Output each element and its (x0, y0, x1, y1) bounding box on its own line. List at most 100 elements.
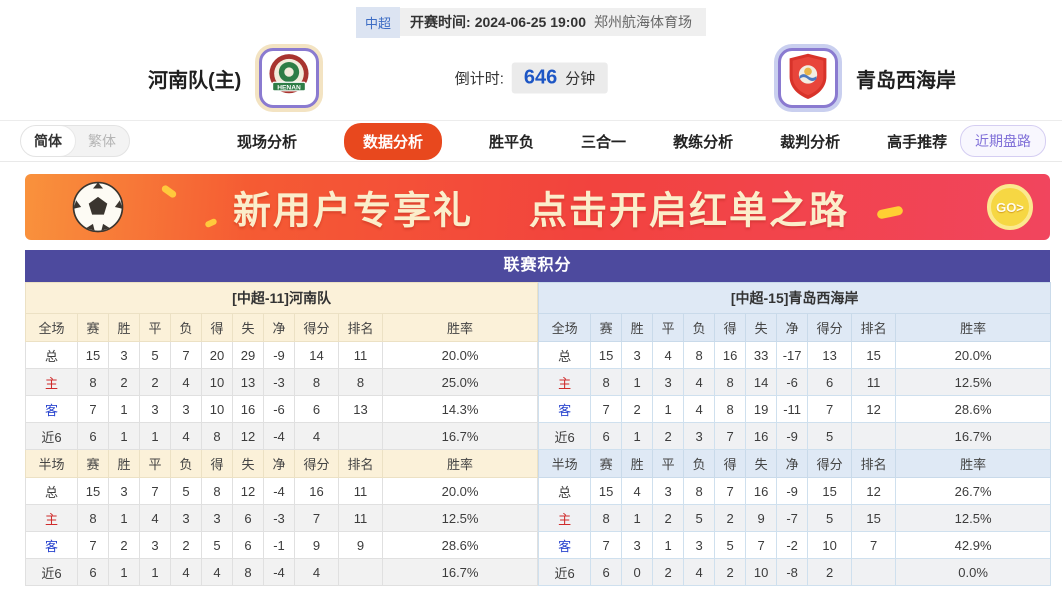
stat-cell: -6 (776, 368, 809, 396)
column-header: 赛 (77, 313, 109, 342)
stat-cell: 25.0% (381, 368, 539, 396)
home-team: 河南队(主) HENAN (148, 48, 320, 108)
stat-cell: 4 (683, 395, 716, 423)
stat-cell: 20.0% (381, 341, 539, 369)
stat-cell: 5 (201, 531, 233, 559)
stat-cell: -11 (776, 395, 809, 423)
stat-cell: 3 (170, 395, 202, 423)
stat-cell: 13 (232, 368, 264, 396)
stat-cell: -2 (776, 531, 809, 559)
stat-cell: 1 (108, 558, 140, 586)
scope-cell: 近6 (538, 558, 592, 586)
banner-title: 新用户专享礼 点击开启红单之路 (233, 190, 850, 233)
scope-cell: 总 (25, 477, 78, 505)
tab-live-analysis[interactable]: 现场分析 (237, 133, 298, 151)
column-header: 胜 (621, 313, 654, 342)
stat-cell: 1 (621, 504, 654, 532)
stat-cell: -9 (776, 477, 809, 505)
scope-cell: 近6 (25, 558, 78, 586)
tab-data-analysis[interactable]: 数据分析 (344, 122, 443, 160)
stat-cell: 4 (621, 477, 654, 505)
language-toggle: 简体 繁体 (20, 125, 130, 157)
column-header: 得分 (294, 449, 339, 478)
stat-cell: 10 (745, 558, 778, 586)
league-badge[interactable]: 中超 (356, 6, 401, 38)
stat-cell: 7 (807, 395, 853, 423)
home-full-row: 总 15 3 5 7 20 29 -9 14 11 20.0% (25, 341, 539, 369)
stat-cell: 12.5% (895, 504, 1052, 532)
henan-badge-icon: HENAN (264, 51, 314, 106)
tab-coach-analysis[interactable]: 教练分析 (673, 133, 734, 151)
column-header: 赛 (590, 313, 623, 342)
stat-cell: 7 (851, 531, 897, 559)
stat-cell: 8 (77, 368, 109, 396)
stat-cell: 8 (714, 368, 747, 396)
countdown: 倒计时: 646 分钟 (455, 62, 608, 94)
away-full-row: 客 7 2 1 4 8 19 -11 7 12 28.6% (538, 395, 1052, 423)
stat-cell: 16 (294, 477, 339, 505)
column-header: 平 (139, 313, 171, 342)
stat-cell (851, 558, 897, 586)
stat-cell: 15 (77, 477, 109, 505)
away-team-name: 青岛西海岸 (856, 69, 956, 92)
stat-cell: -6 (263, 395, 295, 423)
column-header: 得 (714, 449, 747, 478)
stat-cell: 7 (714, 477, 747, 505)
away-team-logo[interactable] (778, 48, 838, 108)
stat-cell: 15 (590, 477, 623, 505)
column-header: 负 (170, 313, 202, 342)
tab-win-draw-loss[interactable]: 胜平负 (489, 133, 535, 151)
home-team-logo[interactable]: HENAN (259, 48, 320, 108)
away-team: 青岛西海岸 (778, 48, 956, 108)
stat-cell: 16.7% (381, 558, 539, 586)
stat-cell: 3 (201, 504, 233, 532)
tab-three-in-one[interactable]: 三合一 (581, 133, 627, 151)
stat-cell: 28.6% (381, 531, 539, 559)
stat-cell: 4 (294, 558, 339, 586)
scope-cell: 总 (538, 341, 592, 369)
stat-cell: 12 (232, 477, 264, 505)
stat-cell: 29 (232, 341, 264, 369)
stat-cell: 2 (652, 558, 685, 586)
column-header: 胜率 (381, 449, 539, 478)
stat-cell: -9 (263, 341, 295, 369)
stat-cell: -17 (776, 341, 809, 369)
stat-cell: 6 (232, 504, 264, 532)
column-header: 胜 (621, 449, 654, 478)
stat-cell (851, 422, 897, 450)
column-header: 净 (776, 449, 809, 478)
stat-cell: 4 (683, 368, 716, 396)
tab-referee-analysis[interactable]: 裁判分析 (780, 133, 841, 151)
stat-cell: 28.6% (895, 395, 1052, 423)
stat-cell (338, 422, 383, 450)
stat-cell: 7 (590, 531, 623, 559)
stat-cell: 4 (170, 368, 202, 396)
stat-cell: -8 (776, 558, 809, 586)
stat-cell: 15 (77, 341, 109, 369)
scope-cell: 总 (538, 477, 592, 505)
countdown-unit: 分钟 (565, 70, 596, 88)
stat-cell: 0 (621, 558, 654, 586)
stat-cell: 42.9% (895, 531, 1052, 559)
recent-odds-button[interactable]: 近期盘路 (960, 125, 1046, 157)
stat-cell: 2 (108, 531, 140, 559)
scope-cell: 总 (25, 341, 78, 369)
lang-simplified-button[interactable]: 简体 (21, 126, 76, 156)
stat-cell: 4 (139, 504, 171, 532)
scope-cell: 近6 (538, 422, 592, 450)
stat-cell: 5 (683, 504, 716, 532)
stat-cell: 1 (108, 422, 140, 450)
away-team-header: [中超-15]青岛西海岸 (538, 282, 1052, 314)
promo-banner[interactable]: 新用户专享礼 点击开启红单之路 GO> (25, 174, 1050, 240)
league-standings: 联赛积分 [中超-11]河南队 全场赛胜平负得失净得分 排名 胜率总 15 3 5 7 20 29… (24, 250, 1052, 586)
lang-traditional-button[interactable]: 繁体 (88, 133, 116, 149)
stat-cell: 1 (108, 395, 140, 423)
stat-cell: 8 (77, 504, 109, 532)
tab-expert-picks[interactable]: 高手推荐 (887, 133, 948, 151)
column-header: 排名 (338, 313, 383, 342)
home-full-row: 近6 6 1 1 4 8 12 -4 4 16.7% (25, 422, 539, 450)
stat-cell: 2 (139, 368, 171, 396)
stat-cell: 5 (807, 422, 853, 450)
stat-cell: 8 (338, 368, 383, 396)
go-button[interactable]: GO> (987, 184, 1033, 230)
